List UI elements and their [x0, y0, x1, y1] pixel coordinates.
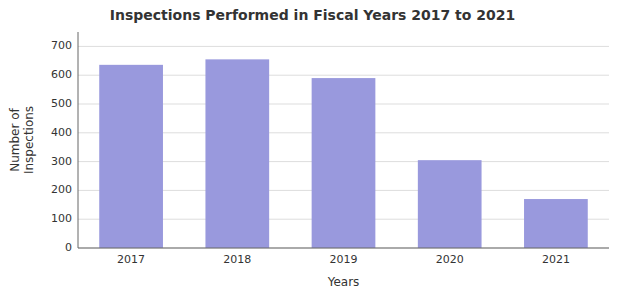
y-axis-line	[78, 32, 79, 248]
page: {"chart_data": {"type": "bar", "title": …	[0, 0, 625, 294]
bar	[99, 65, 163, 248]
y-tick-label: 700	[51, 39, 72, 52]
x-tick-label: 2018	[223, 253, 251, 266]
grid	[78, 46, 609, 248]
y-tick-label: 400	[51, 126, 72, 139]
title: Inspections Performed in Fiscal Years 20…	[110, 7, 516, 23]
y-tick-label: 200	[51, 183, 72, 196]
y-tick-label: 100	[51, 212, 72, 225]
chart-svg: 0 100 200 300 400 500 600 700 2017 2018 2019 2020 20…	[0, 0, 625, 294]
chart-container: 0 100 200 300 400 500 600 700 2017 2018 2019 2020 20…	[0, 0, 625, 294]
bar	[205, 59, 269, 248]
y-tick-label: 600	[51, 68, 72, 81]
x-axis-label: Years	[327, 275, 360, 289]
x-tick-label: 2017	[117, 253, 145, 266]
bar	[312, 78, 376, 248]
x-tick-label: 2020	[436, 253, 464, 266]
grid-line	[78, 46, 609, 47]
x-axis-line	[78, 248, 609, 249]
grid-line	[78, 248, 609, 249]
x-tick-label: 2019	[330, 253, 358, 266]
y-axis-label: Number ofInspections	[8, 106, 36, 174]
bar	[524, 199, 588, 248]
bars	[99, 59, 588, 248]
y-tick-label: 300	[51, 155, 72, 168]
x-tick-label: 2021	[542, 253, 570, 266]
y-tick-label: 0	[65, 241, 72, 254]
bar	[418, 160, 482, 248]
y-tick-label: 500	[51, 97, 72, 110]
